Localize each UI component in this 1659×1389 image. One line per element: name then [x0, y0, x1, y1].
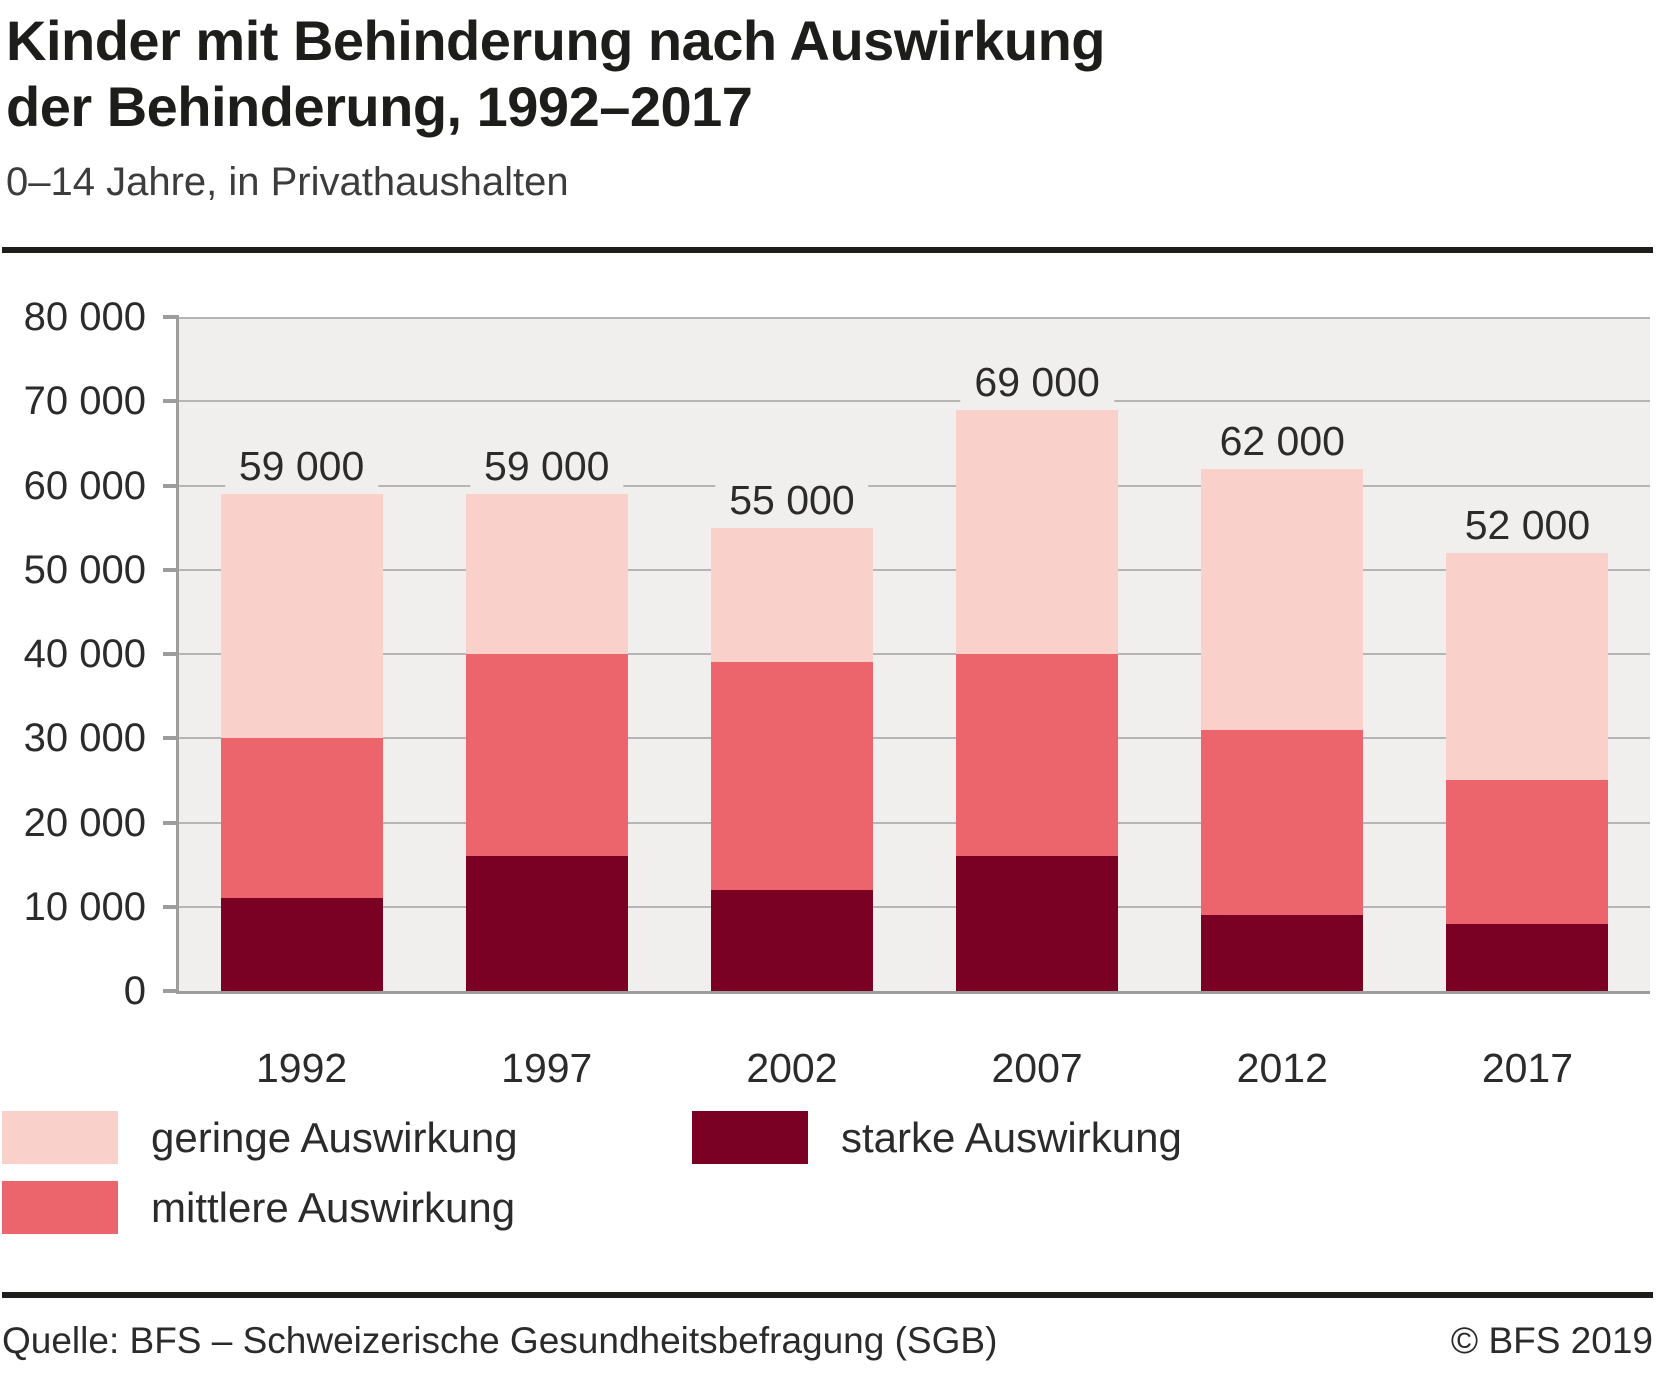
legend-swatch — [2, 1111, 118, 1165]
bar-slot: 69 000 2007 — [915, 317, 1160, 1091]
bar-total-label: 59 000 — [470, 440, 624, 493]
y-axis-tick — [163, 568, 179, 573]
bar — [710, 528, 873, 992]
bar-total-label: 55 000 — [715, 474, 869, 527]
legend-item: geringe Auswirkung — [2, 1111, 692, 1165]
legend-swatch — [692, 1111, 808, 1165]
bar-segment-mittlere — [1201, 730, 1364, 916]
x-axis-label: 2002 — [746, 1045, 838, 1092]
gridline — [179, 400, 1650, 403]
x-axis-label: 2007 — [991, 1045, 1083, 1092]
bar-segment-geringe — [465, 494, 628, 655]
bar-segment-mittlere — [956, 654, 1119, 857]
y-axis-label: 20 000 — [23, 801, 146, 846]
y-axis-label: 70 000 — [23, 379, 146, 424]
bar-total-label: 69 000 — [960, 356, 1114, 409]
bar-segment-geringe — [710, 528, 873, 663]
y-axis-label: 40 000 — [23, 632, 146, 677]
y-axis-tick — [163, 821, 179, 826]
x-axis-label: 2017 — [1481, 1045, 1574, 1092]
bar-segment-mittlere — [1446, 780, 1609, 925]
bar-segment-starke — [1446, 924, 1609, 992]
x-axis-label: 1997 — [501, 1045, 593, 1092]
y-axis-tick — [163, 399, 179, 404]
x-axis-line — [176, 991, 1650, 995]
y-axis-tick — [163, 989, 179, 994]
bar-slot: 59 000 1992 — [179, 317, 424, 1091]
bar — [220, 494, 383, 992]
bar-slot: 52 000 2017 — [1405, 317, 1650, 1091]
y-axis-label: 50 000 — [23, 548, 146, 593]
bar-segment-mittlere — [465, 654, 628, 857]
y-axis-tick — [163, 315, 179, 320]
x-axis-label: 1992 — [255, 1045, 348, 1092]
gridline — [179, 317, 1650, 320]
gridline — [179, 569, 1650, 572]
bar-segment-mittlere — [220, 738, 383, 899]
bar-segment-starke — [220, 898, 383, 992]
y-axis-tick — [163, 905, 179, 910]
bar — [956, 410, 1119, 992]
bar — [1446, 553, 1609, 992]
bar-segment-starke — [465, 856, 628, 992]
plot-area: 59 000 1992 59 000 1997 55 000 2002 69 000 2007… — [176, 317, 1650, 1091]
bar-total-label: 59 000 — [224, 440, 379, 493]
bottom-divider — [2, 1292, 1653, 1299]
chart-subtitle: 0–14 Jahre, in Privathaushalten — [6, 160, 569, 205]
bar-slot: 62 000 2012 — [1160, 317, 1405, 1091]
legend-label: geringe Auswirkung — [151, 1113, 518, 1161]
legend-label: mittlere Auswirkung — [151, 1183, 516, 1231]
bar-chart: 59 000 1992 59 000 1997 55 000 2002 69 000 2007… — [2, 253, 1653, 1091]
source-note: Quelle: BFS – Schweizerische Gesundheits… — [2, 1320, 998, 1362]
x-axis-label: 2012 — [1236, 1045, 1328, 1092]
gridline — [179, 906, 1650, 909]
bar-segment-geringe — [220, 494, 383, 739]
legend-label: starke Auswirkung — [841, 1113, 1182, 1161]
header: Kinder mit Behinderung nach Auswirkung de… — [2, 0, 1653, 205]
gridline — [179, 485, 1650, 488]
y-axis-tick — [163, 484, 179, 489]
bar-segment-starke — [1201, 915, 1364, 992]
y-axis-label: 0 — [123, 969, 146, 1014]
chart-title-line1: Kinder mit Behinderung nach Auswirkung — [6, 9, 1106, 72]
y-axis-label: 80 000 — [23, 295, 146, 340]
legend: geringe Auswirkung starke Auswirkung mittl… — [2, 1111, 1653, 1235]
bar-segment-geringe — [956, 410, 1119, 655]
legend-item: starke Auswirkung — [692, 1111, 1653, 1165]
bar-total-label: 62 000 — [1205, 415, 1359, 468]
y-axis-tick — [163, 652, 179, 657]
y-axis-tick — [163, 736, 179, 741]
bar-segment-mittlere — [710, 662, 873, 891]
bar-segment-geringe — [1446, 553, 1609, 781]
y-axis-label: 10 000 — [23, 885, 146, 930]
legend-swatch — [2, 1181, 118, 1235]
chart-title-line2: der Behinderung, 1992–2017 — [6, 75, 753, 139]
chart-title: Kinder mit Behinderung nach Auswirkung de… — [6, 8, 1653, 140]
bar-segment-starke — [710, 890, 873, 992]
gridline — [179, 737, 1650, 740]
legend-item: mittlere Auswirkung — [2, 1181, 692, 1235]
bar-segment-starke — [956, 856, 1119, 992]
bar-total-label: 52 000 — [1450, 499, 1605, 552]
bar — [1201, 469, 1364, 992]
bar-slot: 55 000 2002 — [669, 317, 914, 1091]
gridline — [179, 653, 1650, 656]
bar — [465, 494, 628, 992]
y-axis-label: 60 000 — [23, 464, 146, 509]
top-divider — [2, 247, 1653, 254]
bar-segment-geringe — [1201, 469, 1364, 731]
bar-slot: 59 000 1997 — [424, 317, 669, 1091]
gridline — [179, 822, 1650, 825]
y-axis-label: 30 000 — [23, 716, 146, 761]
footer: Quelle: BFS – Schweizerische Gesundheits… — [2, 1298, 1653, 1362]
copyright-note: © BFS 2019 — [1450, 1320, 1653, 1362]
